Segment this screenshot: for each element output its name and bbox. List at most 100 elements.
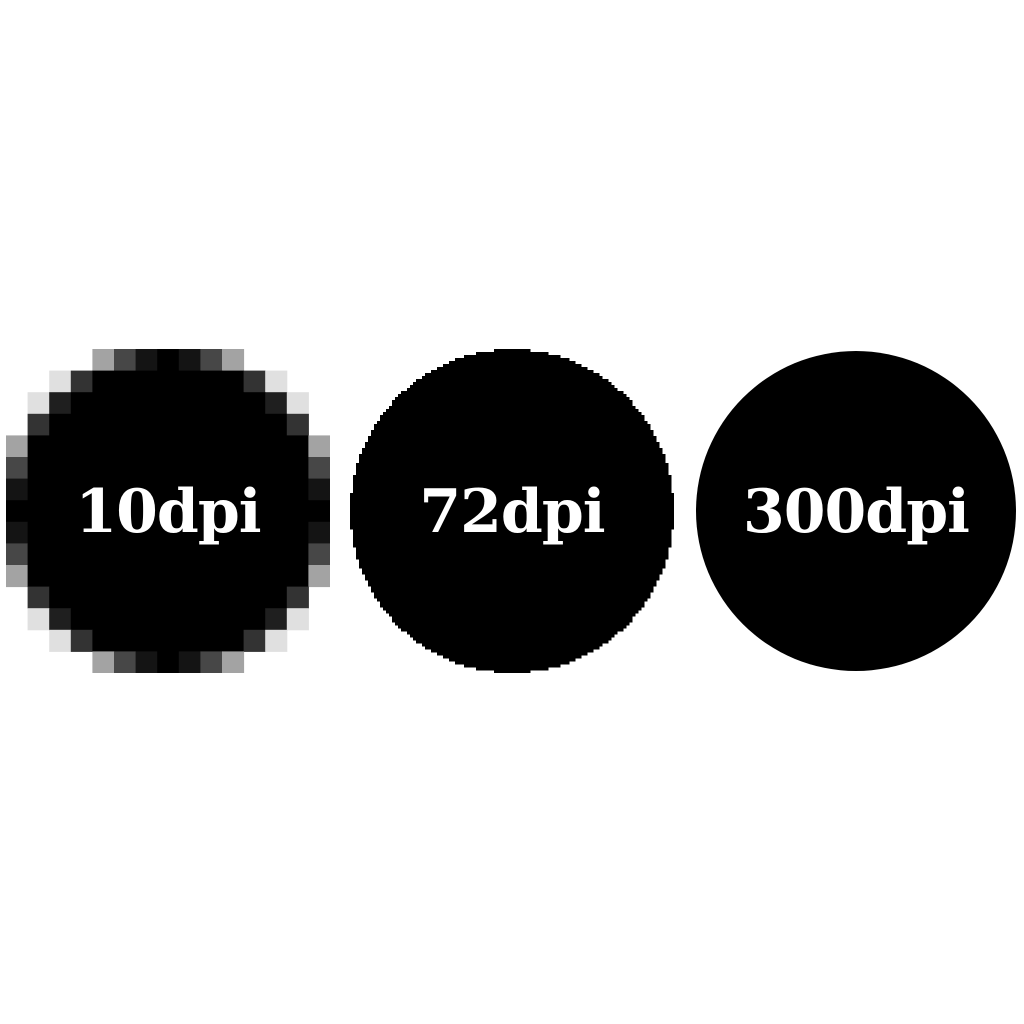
pixel-cell <box>422 496 426 500</box>
pixel-cell <box>548 361 552 365</box>
pixel-cell <box>497 376 501 380</box>
pixel-cell <box>596 457 600 461</box>
pixel-cell <box>596 406 600 410</box>
pixel-cell <box>353 493 357 497</box>
pixel-cell <box>527 502 531 506</box>
pixel-cell <box>650 484 654 488</box>
pixel-cell <box>569 478 573 482</box>
pixel-cell <box>413 496 417 500</box>
pixel-cell <box>404 478 408 482</box>
pixel-cell <box>443 508 447 512</box>
pixel-cell <box>485 424 489 428</box>
pixel-cell <box>440 472 444 476</box>
pixel-cell <box>593 391 597 395</box>
pixel-cell <box>359 475 363 479</box>
pixel-cell <box>641 505 645 509</box>
pixel-cell <box>135 370 158 393</box>
pixel-cell <box>548 412 552 416</box>
pixel-cell <box>602 454 606 458</box>
pixel-cell <box>545 502 549 506</box>
pixel-cell <box>491 427 495 431</box>
pixel-cell <box>515 370 519 374</box>
pixel-cell <box>509 379 513 383</box>
pixel-cell <box>554 430 558 434</box>
pixel-cell <box>389 457 393 461</box>
pixel-cell <box>518 355 522 359</box>
pixel-cell <box>512 382 516 386</box>
pixel-cell <box>578 505 582 509</box>
pixel-cell <box>620 397 624 401</box>
pixel-cell <box>527 364 531 368</box>
pixel-cell <box>614 445 618 449</box>
pixel-cell <box>620 463 624 467</box>
pixel-cell <box>533 496 537 500</box>
pixel-cell <box>377 502 381 506</box>
pixel-cell <box>440 391 444 395</box>
pixel-cell <box>542 352 546 356</box>
pixel-cell <box>458 436 462 440</box>
pixel-cell <box>449 394 453 398</box>
pixel-cell <box>398 412 402 416</box>
pixel-cell <box>668 490 672 494</box>
pixel-cell <box>464 409 468 413</box>
pixel-cell <box>617 391 621 395</box>
pixel-cell <box>572 469 576 473</box>
pixel-cell <box>92 435 115 458</box>
pixel-cell <box>566 502 570 506</box>
pixel-cell <box>605 451 609 455</box>
pixel-cell <box>659 463 663 467</box>
pixel-cell <box>548 448 552 452</box>
pixel-cell <box>638 490 642 494</box>
pixel-cell <box>548 457 552 461</box>
pixel-cell <box>488 463 492 467</box>
pixel-cell <box>620 436 624 440</box>
pixel-cell <box>410 394 414 398</box>
pixel-cell <box>380 469 384 473</box>
pixel-cell <box>530 373 534 377</box>
pixel-cell <box>620 406 624 410</box>
pixel-cell <box>575 412 579 416</box>
pixel-cell <box>599 493 603 497</box>
pixel-cell <box>587 427 591 431</box>
pixel-cell <box>602 385 606 389</box>
pixel-cell <box>575 424 579 428</box>
pixel-cell <box>548 499 552 503</box>
pixel-cell <box>437 436 441 440</box>
pixel-cell <box>512 481 516 485</box>
pixel-cell <box>434 421 438 425</box>
pixel-cell <box>461 487 465 491</box>
pixel-cell <box>572 361 576 365</box>
pixel-cell <box>563 433 567 437</box>
pixel-cell <box>572 409 576 413</box>
pixel-cell <box>27 500 50 523</box>
pixel-cell <box>27 435 50 458</box>
pixel-cell <box>587 385 591 389</box>
pixel-cell <box>458 445 462 449</box>
pixel-cell <box>413 484 417 488</box>
pixel-cell <box>422 478 426 482</box>
pixel-cell <box>557 466 561 470</box>
pixel-cell <box>503 445 507 449</box>
pixel-cell <box>605 445 609 449</box>
pixel-cell <box>479 361 483 365</box>
pixel-cell <box>419 466 423 470</box>
pixel-cell <box>500 355 504 359</box>
pixel-cell <box>506 487 510 491</box>
figure-10dpi: 10dpi <box>6 349 330 673</box>
pixel-cell <box>497 382 501 386</box>
pixel-cell <box>458 406 462 410</box>
pixel-cell <box>488 475 492 479</box>
pixel-cell <box>536 475 540 479</box>
pixel-cell <box>455 433 459 437</box>
pixel-cell <box>515 466 519 470</box>
pixel-cell <box>365 454 369 458</box>
pixel-cell <box>380 421 384 425</box>
pixel-cell <box>512 457 516 461</box>
pixel-cell <box>539 463 543 467</box>
pixel-cell <box>485 463 489 467</box>
pixel-cell <box>539 499 543 503</box>
pixel-cell <box>665 472 669 476</box>
pixel-cell <box>635 442 639 446</box>
pixel-cell <box>135 478 158 501</box>
pixel-cell <box>542 463 546 467</box>
